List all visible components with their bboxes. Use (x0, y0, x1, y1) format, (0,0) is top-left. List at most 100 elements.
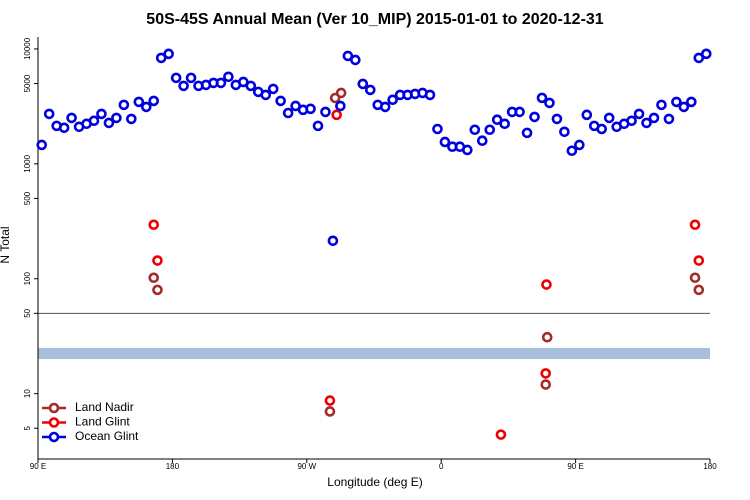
marker (364, 84, 376, 96)
marker (88, 115, 100, 127)
marker (633, 108, 645, 120)
y-tick-label: 500 (23, 191, 32, 205)
legend-marker (48, 417, 60, 428)
marker (693, 284, 705, 296)
marker (484, 124, 496, 136)
marker (312, 120, 324, 132)
marker (648, 112, 660, 124)
marker (678, 101, 690, 113)
marker (581, 109, 593, 121)
marker (126, 113, 137, 125)
y-tick-label: 5 (23, 425, 32, 430)
marker (424, 89, 436, 101)
marker (58, 122, 70, 134)
marker (324, 395, 336, 406)
marker (540, 379, 552, 390)
marker (36, 139, 48, 151)
marker (282, 107, 294, 119)
marker (223, 71, 234, 83)
marker (663, 113, 675, 125)
marker (335, 100, 346, 112)
marker (689, 219, 701, 231)
marker (331, 109, 342, 121)
legend-label: Land Glint (75, 415, 130, 429)
marker (693, 255, 705, 266)
marker (536, 92, 548, 104)
marker (43, 108, 55, 120)
marker (152, 284, 163, 296)
marker (379, 101, 391, 113)
marker (111, 112, 122, 124)
marker (671, 96, 682, 108)
marker (469, 124, 481, 136)
marker (641, 117, 652, 129)
marker (686, 96, 697, 108)
y-axis-label: N Total (0, 226, 12, 263)
y-tick-label: 50 (23, 308, 32, 317)
marker (596, 123, 608, 135)
marker (118, 99, 130, 111)
y-tick-label: 1000 (23, 154, 32, 172)
y-tick-label: 5000 (23, 74, 32, 92)
marker (499, 118, 510, 130)
marker (462, 144, 473, 156)
x-tick-label: 90 W (297, 462, 316, 471)
marker (185, 72, 197, 84)
marker (491, 114, 503, 126)
marker (148, 219, 160, 231)
marker (656, 99, 667, 111)
marker (432, 123, 443, 135)
marker (324, 406, 336, 417)
marker (574, 139, 585, 151)
marker (541, 331, 553, 343)
marker (476, 135, 488, 146)
marker (245, 80, 257, 92)
marker (170, 72, 182, 84)
y-tick-label: 10 (23, 389, 32, 398)
marker (152, 255, 163, 266)
marker (155, 52, 167, 64)
marker (96, 108, 107, 120)
x-tick-label: 0 (439, 462, 444, 471)
marker (320, 106, 331, 118)
marker (495, 429, 507, 440)
x-axis-label: Longitude (deg E) (327, 475, 422, 489)
marker (133, 96, 145, 108)
marker (148, 272, 160, 284)
marker (689, 272, 701, 284)
x-tick-label: 180 (703, 462, 717, 471)
y-tick-label: 10000 (23, 37, 32, 60)
marker (305, 103, 316, 115)
band (38, 347, 710, 360)
legend-label: Ocean Glint (75, 429, 139, 443)
marker (603, 112, 615, 124)
marker (178, 80, 189, 92)
marker (544, 97, 555, 109)
marker (566, 145, 578, 157)
marker (439, 136, 451, 148)
marker (335, 87, 347, 99)
y-tick-label: 100 (23, 272, 32, 286)
marker (700, 48, 712, 60)
legend-marker (48, 402, 60, 414)
legend-marker (48, 431, 60, 443)
x-tick-label: 180 (166, 462, 180, 471)
marker (514, 106, 525, 118)
marker (521, 127, 533, 139)
x-tick-label: 90 E (567, 462, 583, 471)
marker (626, 115, 637, 127)
marker (260, 89, 272, 101)
marker (350, 54, 361, 66)
marker (529, 111, 540, 123)
marker (387, 94, 398, 106)
marker (163, 48, 174, 60)
marker (551, 113, 563, 125)
marker (329, 92, 341, 104)
marker (357, 78, 369, 90)
chart-title: 50S-45S Annual Mean (Ver 10_MIP) 2015-01… (146, 11, 604, 28)
marker (148, 95, 160, 107)
marker (327, 235, 339, 247)
marker (267, 83, 279, 95)
marker (103, 117, 115, 129)
